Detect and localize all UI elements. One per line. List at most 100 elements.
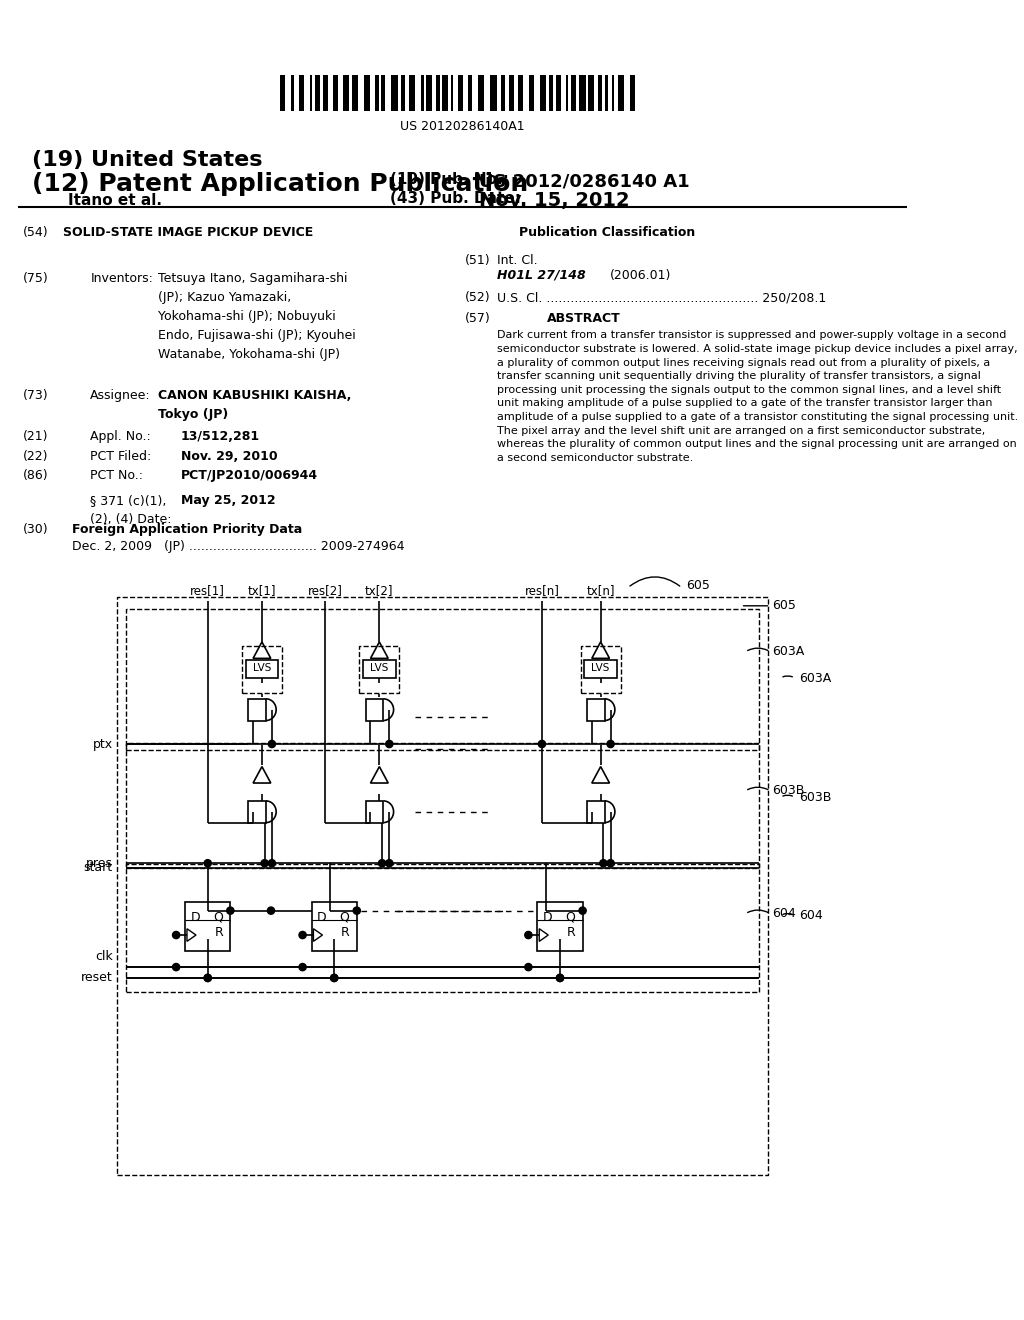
Bar: [587, 698, 605, 721]
Bar: [540, 75, 546, 111]
Text: D: D: [190, 911, 201, 924]
Circle shape: [556, 974, 563, 982]
Text: US 2012/0286140 A1: US 2012/0286140 A1: [478, 172, 689, 190]
Bar: [436, 75, 439, 111]
Text: Nov. 15, 2012: Nov. 15, 2012: [478, 191, 630, 210]
Bar: [630, 75, 635, 111]
Circle shape: [299, 964, 306, 970]
Bar: [566, 75, 568, 111]
Bar: [611, 75, 614, 111]
Circle shape: [539, 741, 546, 747]
Circle shape: [524, 932, 532, 939]
Circle shape: [172, 932, 180, 939]
Text: 604: 604: [800, 909, 823, 923]
Bar: [528, 75, 534, 111]
Bar: [126, 865, 759, 993]
Text: 605: 605: [686, 579, 711, 593]
Text: pres: pres: [86, 857, 113, 870]
Polygon shape: [371, 642, 388, 659]
Text: H01L 27/148: H01L 27/148: [497, 269, 586, 282]
Polygon shape: [540, 929, 548, 941]
Text: res[n]: res[n]: [524, 583, 559, 597]
Text: (73): (73): [23, 389, 48, 403]
Bar: [280, 75, 285, 111]
Bar: [242, 645, 282, 693]
Text: (51): (51): [465, 253, 490, 267]
Text: PCT Filed:: PCT Filed:: [90, 450, 152, 462]
Bar: [421, 75, 424, 111]
Text: Dark current from a transfer transistor is suppressed and power-supply voltage i: Dark current from a transfer transistor …: [497, 330, 1018, 463]
Polygon shape: [187, 929, 196, 941]
Text: (21): (21): [23, 430, 48, 442]
Text: Dec. 2, 2009   (JP) ................................ 2009-274964: Dec. 2, 2009 (JP) ......................…: [73, 540, 404, 553]
Bar: [549, 75, 553, 111]
Text: Foreign Application Priority Data: Foreign Application Priority Data: [73, 523, 302, 536]
Text: clk: clk: [95, 950, 113, 964]
Bar: [246, 660, 279, 678]
Bar: [249, 698, 266, 721]
Text: May 25, 2012: May 25, 2012: [180, 494, 275, 507]
Text: Int. Cl.: Int. Cl.: [497, 253, 538, 267]
Text: LVS: LVS: [253, 663, 271, 673]
Circle shape: [204, 974, 211, 982]
Text: D: D: [543, 911, 553, 924]
Bar: [587, 801, 605, 822]
Text: start: start: [84, 861, 113, 874]
Bar: [588, 75, 594, 111]
Text: 605: 605: [772, 599, 796, 612]
Bar: [366, 698, 383, 721]
Text: § 371 (c)(1),
(2), (4) Date:: § 371 (c)(1), (2), (4) Date:: [90, 494, 172, 525]
Text: (22): (22): [23, 450, 48, 462]
Circle shape: [172, 964, 180, 970]
Bar: [401, 75, 404, 111]
Text: Publication Classification: Publication Classification: [519, 227, 695, 239]
Bar: [490, 75, 497, 111]
Circle shape: [331, 974, 338, 982]
Polygon shape: [371, 767, 388, 783]
Text: (54): (54): [23, 227, 48, 239]
Bar: [598, 75, 602, 111]
Text: 603A: 603A: [772, 645, 805, 659]
Bar: [382, 75, 385, 111]
Text: (75): (75): [23, 272, 48, 285]
Text: ABSTRACT: ABSTRACT: [547, 313, 621, 325]
Bar: [556, 75, 561, 111]
Circle shape: [204, 974, 211, 982]
Text: CANON KABUSHIKI KAISHA,
Tokyo (JP): CANON KABUSHIKI KAISHA, Tokyo (JP): [158, 389, 351, 421]
Text: (30): (30): [23, 523, 48, 536]
Bar: [426, 75, 432, 111]
Text: Nov. 29, 2010: Nov. 29, 2010: [180, 450, 278, 462]
Text: Tetsuya Itano, Sagamihara-shi
(JP); Kazuo Yamazaki,
Yokohama-shi (JP); Nobuyuki
: Tetsuya Itano, Sagamihara-shi (JP); Kazu…: [158, 272, 355, 360]
Circle shape: [353, 907, 360, 915]
Bar: [126, 743, 759, 867]
Bar: [451, 75, 454, 111]
Bar: [343, 75, 349, 111]
Text: (43) Pub. Date:: (43) Pub. Date:: [390, 191, 521, 206]
Text: (12) Patent Application Publication: (12) Patent Application Publication: [32, 172, 527, 197]
Circle shape: [261, 859, 268, 867]
Bar: [502, 75, 505, 111]
Bar: [311, 902, 356, 952]
Bar: [299, 75, 303, 111]
Text: (52): (52): [465, 292, 490, 305]
Text: res[1]: res[1]: [190, 583, 225, 597]
Text: (10) Pub. No.:: (10) Pub. No.:: [390, 172, 509, 187]
Text: Q: Q: [340, 911, 349, 924]
Circle shape: [268, 859, 275, 867]
Circle shape: [268, 741, 275, 747]
Circle shape: [299, 932, 306, 939]
Text: 603B: 603B: [772, 784, 805, 797]
Circle shape: [600, 859, 607, 867]
Text: Q: Q: [213, 911, 223, 924]
Bar: [185, 902, 230, 952]
Circle shape: [556, 974, 563, 982]
Circle shape: [524, 964, 532, 970]
Text: R: R: [341, 925, 349, 939]
Bar: [509, 75, 514, 111]
Bar: [391, 75, 397, 111]
Polygon shape: [253, 767, 270, 783]
Text: 604: 604: [772, 907, 796, 920]
Bar: [605, 75, 608, 111]
Text: Q: Q: [565, 911, 575, 924]
Text: tx[1]: tx[1]: [248, 583, 276, 597]
